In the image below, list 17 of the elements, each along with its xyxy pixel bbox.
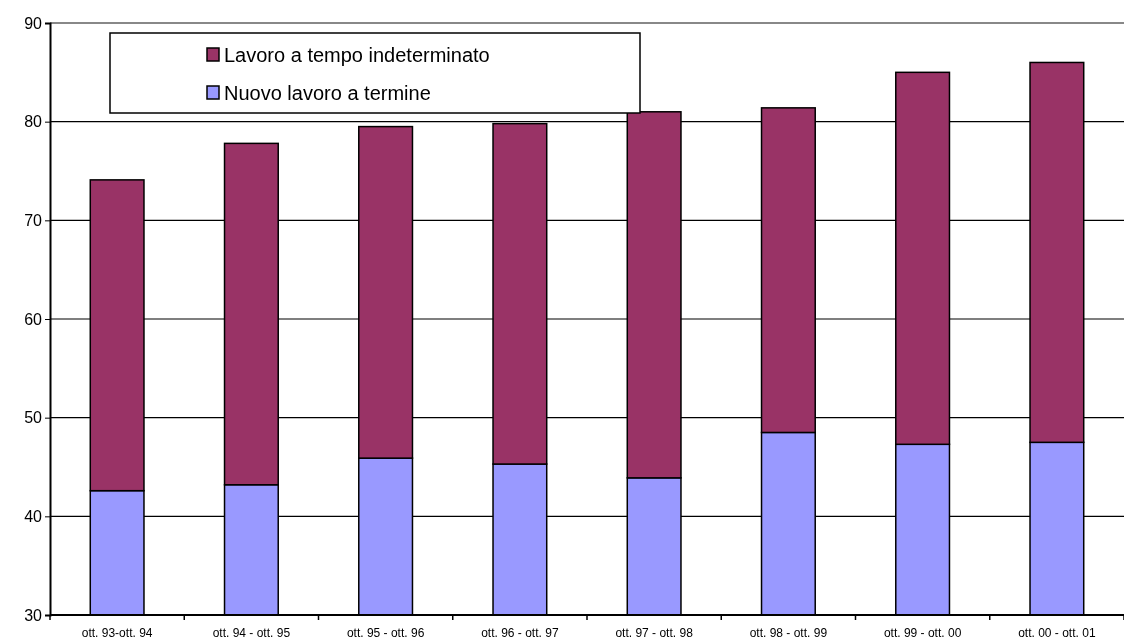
y-tick-label: 60 xyxy=(24,310,43,328)
y-tick-label: 50 xyxy=(24,409,43,427)
x-tick-label: ott. 00 - ott. 01 xyxy=(1018,626,1096,640)
x-tick-label: ott. 98 - ott. 99 xyxy=(749,626,828,640)
legend-label: Lavoro a tempo indeterminato xyxy=(224,44,490,66)
x-tick-label: ott. 94 - ott. 95 xyxy=(212,626,291,640)
x-tick-label: ott. 97 - ott. 98 xyxy=(615,626,694,640)
y-tick-label: 80 xyxy=(24,113,43,131)
y-tick-label: 70 xyxy=(24,211,43,229)
x-tick-label: ott. 95 - ott. 96 xyxy=(346,626,425,640)
x-tick-label: ott. 93-ott. 94 xyxy=(81,626,153,640)
legend-label: Nuovo lavoro a termine xyxy=(224,82,431,104)
x-tick-label: ott. 96 - ott. 97 xyxy=(481,626,559,640)
x-tick-label: ott. 99 - ott. 00 xyxy=(883,626,962,640)
y-tick-label: 90 xyxy=(24,14,43,32)
y-tick-label: 30 xyxy=(24,606,43,624)
y-tick-label: 40 xyxy=(24,507,43,525)
